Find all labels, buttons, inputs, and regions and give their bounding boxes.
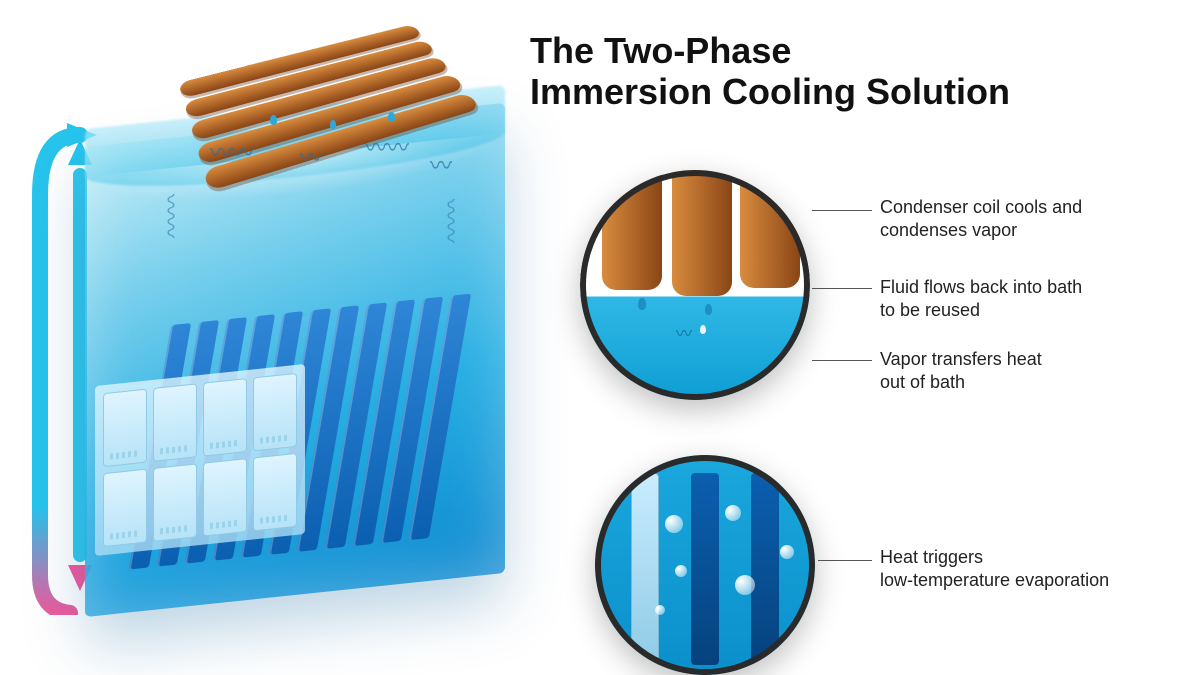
droplet-icon (388, 112, 395, 122)
server-front-cell (103, 389, 147, 468)
vapor-line: 〰〰 (433, 199, 471, 243)
vapor-line: 〰 (300, 135, 322, 177)
main-title: The Two-Phase Immersion Cooling Solution (530, 30, 1010, 113)
vapor-line: 〰 (430, 143, 452, 185)
label-leader-line (812, 210, 872, 211)
vapor-line: 〰〰 (365, 125, 409, 167)
droplet-icon (330, 120, 336, 129)
detail-condenser-circle: 〰 (580, 170, 810, 400)
server-front-cell (153, 463, 197, 542)
vapor-line: 〰〰 (153, 194, 191, 238)
server-front-cell (103, 469, 147, 548)
server-front-cell (253, 373, 297, 452)
detail-circle-border (580, 170, 810, 400)
server-front-cell (153, 383, 197, 462)
label-fluid-return: Fluid flows back into bath to be reused (880, 276, 1082, 321)
vapor-line: 〰〰 (210, 130, 254, 172)
droplet-icon (270, 115, 277, 125)
title-line-1: The Two-Phase (530, 30, 1010, 71)
label-leader-line (818, 560, 872, 561)
label-heat-trigger: Heat triggers low-temperature evaporatio… (880, 546, 1109, 591)
label-condenser: Condenser coil cools and condenses vapor (880, 196, 1082, 241)
detail-evaporation-circle (595, 455, 815, 675)
server-front-panel (95, 364, 305, 556)
infographic-canvas: The Two-Phase Immersion Cooling Solution… (0, 0, 1200, 600)
server-front-cell (203, 458, 247, 537)
label-leader-line (812, 288, 872, 289)
server-front-cell (253, 453, 297, 532)
title-line-2: Immersion Cooling Solution (530, 71, 1010, 112)
label-vapor-transfer: Vapor transfers heat out of bath (880, 348, 1042, 393)
label-leader-line (812, 360, 872, 361)
detail-circle-border (595, 455, 815, 675)
server-front-cell (203, 378, 247, 457)
